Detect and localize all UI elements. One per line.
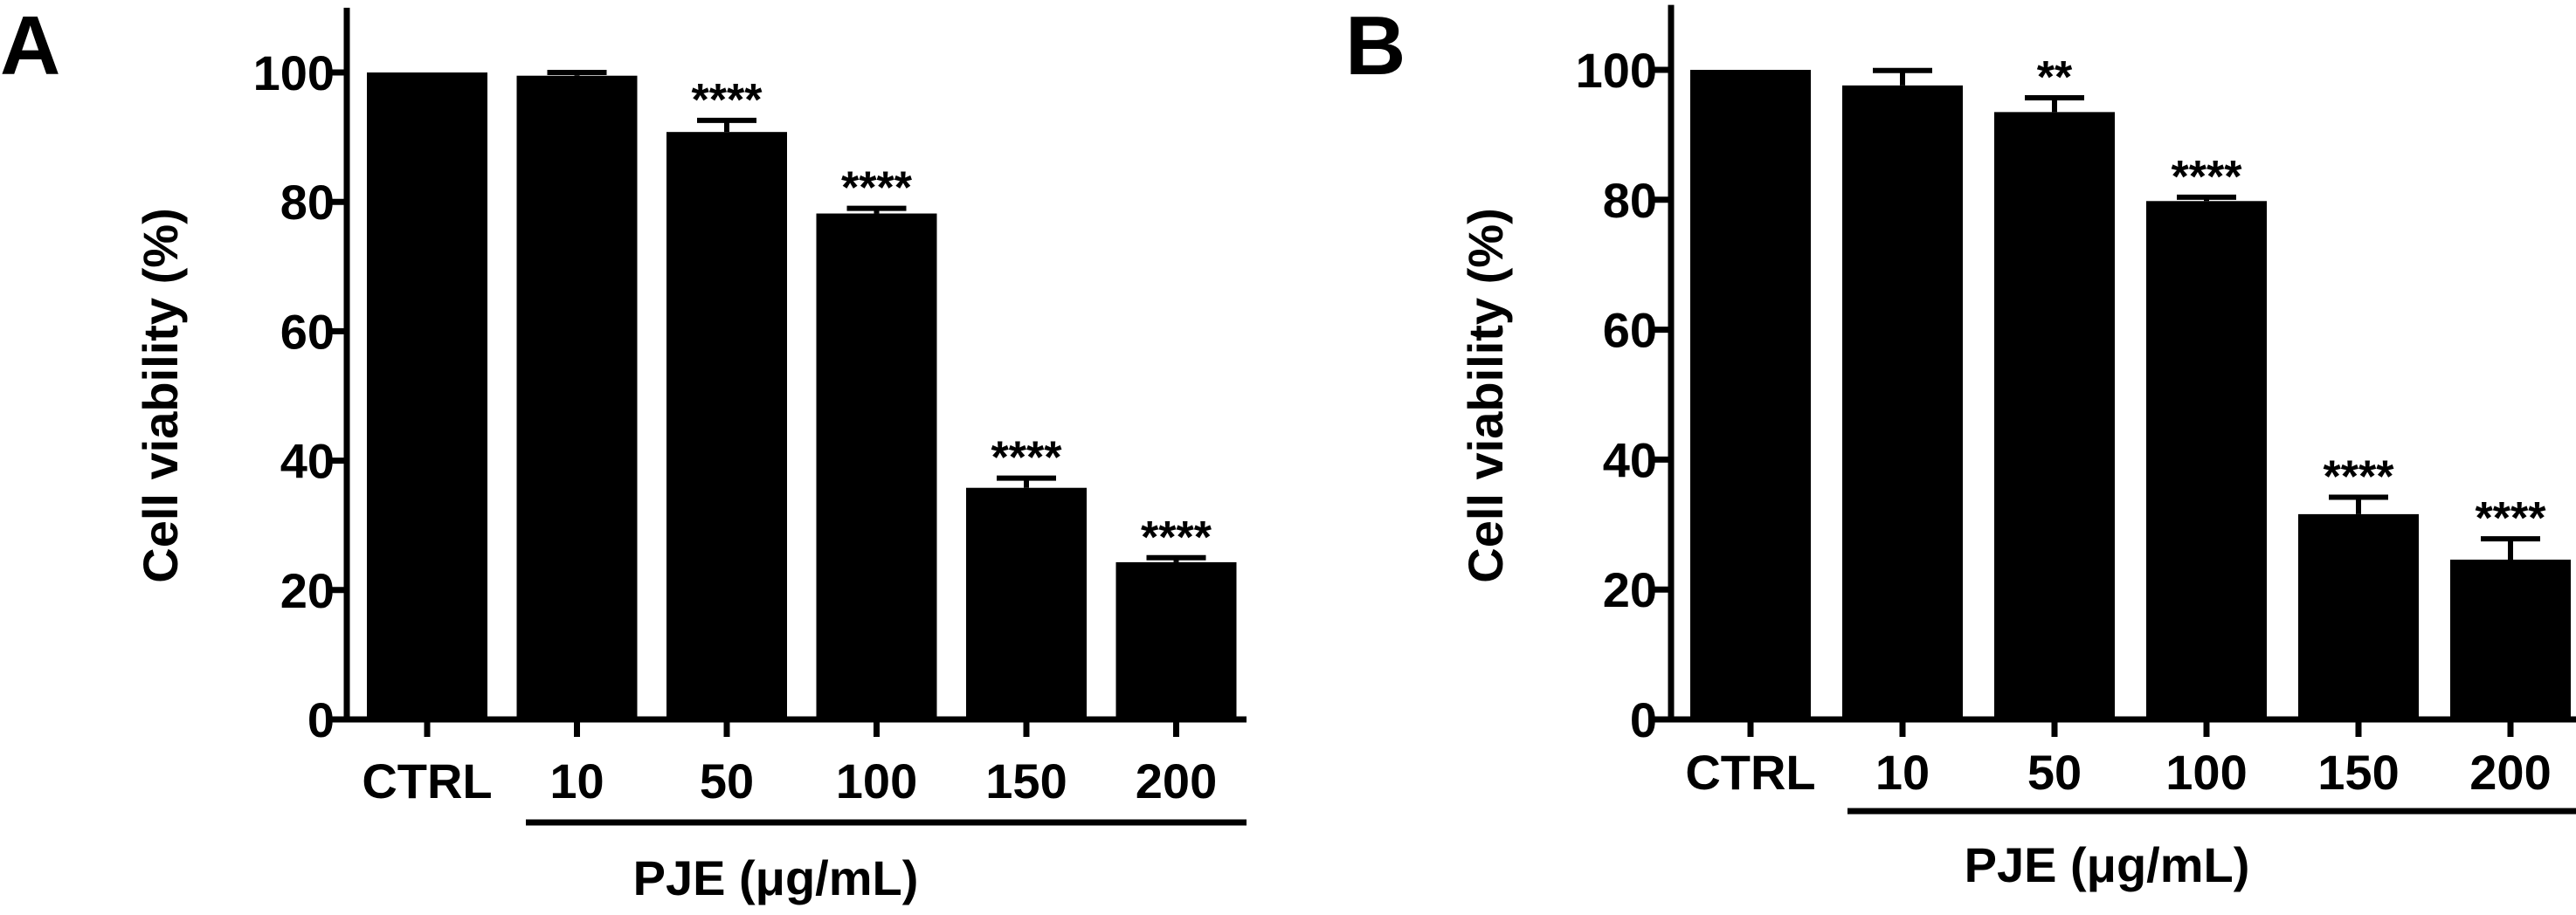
significance-label: **** bbox=[692, 75, 763, 126]
plot-area: 0 20 40 60 80 100 CTRL 10 **** 50 **** 100 **** 150 **… bbox=[253, 7, 1247, 826]
bar bbox=[966, 487, 1087, 719]
category-label: 50 bbox=[700, 753, 754, 808]
significance-label: **** bbox=[2476, 493, 2547, 544]
bar bbox=[816, 213, 937, 720]
bar bbox=[1115, 561, 1237, 719]
x-axis-title: PJE (μg/mL) bbox=[1965, 837, 2250, 892]
x-axis-title: PJE (μg/mL) bbox=[633, 850, 919, 905]
plot-area: 0 20 40 60 80 100 CTRL 10 ** 50 **** 100 **** 150 ****… bbox=[1576, 4, 2576, 815]
panel-label: A bbox=[0, 0, 60, 93]
y-tick-label: 80 bbox=[280, 175, 335, 230]
y-tick-label: 20 bbox=[280, 563, 335, 618]
significance-label: **** bbox=[991, 433, 1063, 484]
category-label: 150 bbox=[2317, 745, 2399, 800]
bar bbox=[2298, 513, 2419, 719]
significance-label: **** bbox=[1141, 513, 1212, 563]
category-label: 10 bbox=[1875, 745, 1930, 800]
bar bbox=[2146, 201, 2267, 720]
y-tick-label: 40 bbox=[1603, 432, 1657, 487]
bar bbox=[1994, 112, 2115, 720]
panel-a: A Cell viability (%) PJE (μg/mL) 0 20 40 60… bbox=[0, 0, 1247, 905]
panel-b: B Cell viability (%) PJE (μg/mL) 0 20 40 60… bbox=[1345, 0, 2576, 892]
bar bbox=[516, 75, 638, 719]
y-tick-label: 80 bbox=[1603, 173, 1657, 228]
significance-label: ** bbox=[2037, 52, 2073, 103]
bar bbox=[1842, 85, 1963, 719]
y-tick-label: 20 bbox=[1603, 562, 1657, 617]
category-label: CTRL bbox=[1685, 745, 1815, 800]
category-label: 100 bbox=[2165, 745, 2247, 800]
bar bbox=[2450, 559, 2571, 719]
bar bbox=[666, 132, 787, 719]
y-axis-title: Cell viability (%) bbox=[133, 208, 188, 582]
significance-label: **** bbox=[2324, 452, 2395, 503]
bar bbox=[367, 72, 487, 719]
category-label: 50 bbox=[2027, 745, 2082, 800]
y-tick-label: 0 bbox=[1630, 692, 1657, 747]
category-label: CTRL bbox=[362, 753, 492, 808]
category-label: 200 bbox=[2469, 745, 2551, 800]
category-label: 150 bbox=[985, 753, 1067, 808]
y-tick-label: 60 bbox=[280, 304, 335, 359]
category-label: 10 bbox=[549, 753, 604, 808]
category-label: 100 bbox=[836, 753, 917, 808]
y-tick-label: 40 bbox=[280, 434, 335, 489]
y-tick-label: 0 bbox=[307, 692, 335, 747]
bar bbox=[1690, 70, 1811, 719]
panel-label: B bbox=[1345, 0, 1405, 93]
y-axis-title: Cell viability (%) bbox=[1458, 208, 1513, 582]
category-label: 200 bbox=[1136, 753, 1217, 808]
y-tick-label: 100 bbox=[253, 45, 335, 100]
y-tick-label: 60 bbox=[1603, 303, 1657, 358]
significance-label: **** bbox=[2172, 152, 2243, 203]
y-tick-label: 100 bbox=[1576, 43, 1657, 98]
significance-label: **** bbox=[841, 163, 913, 214]
